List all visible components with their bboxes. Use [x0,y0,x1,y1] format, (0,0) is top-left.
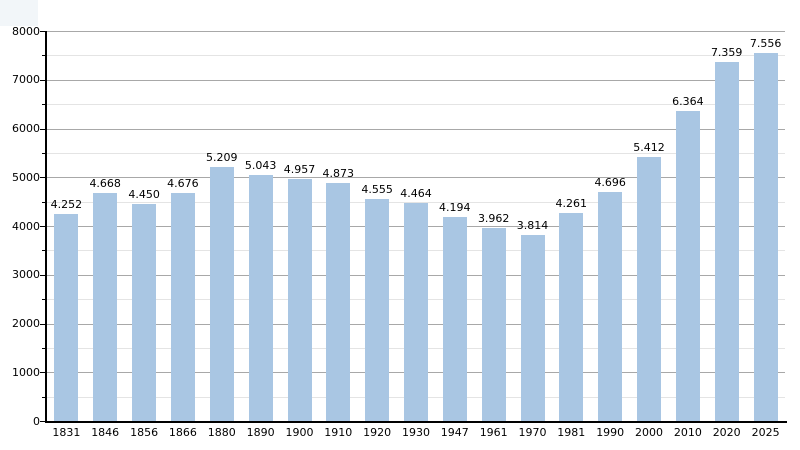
bar-value-label: 4.252 [50,197,83,211]
bar-value-label: 7.556 [749,36,782,50]
x-axis-tick-label: 1990 [596,426,625,439]
y-axis-tick-label: 1000 [12,365,40,379]
x-axis-tick-label: 1856 [130,426,159,439]
bar-value-label: 6.364 [672,94,704,108]
x-axis-tick-label: 1900 [285,426,314,439]
x-axis-tick-label: 1970 [518,426,547,439]
bar-1920 [365,198,390,421]
bar-value-label: 3.962 [477,211,510,225]
corner-swatch [0,0,38,26]
bar-value-label: 4.668 [89,177,121,191]
bar-2020 [714,62,739,421]
minor-gridline [47,201,785,203]
x-axis-tick-label: 2000 [634,426,663,439]
y-minor-tick [42,202,45,203]
y-major-tick [40,372,45,373]
bar-1961 [481,227,506,421]
major-gridline [47,176,785,178]
bar-value-label: 4.873 [322,167,355,181]
y-axis-tick-label: 0 [33,414,40,428]
bar-value-label: 4.676 [167,177,199,190]
x-axis-tick-label: 1920 [363,426,392,439]
bar-1866 [170,193,195,421]
x-axis-tick-label: 2020 [712,426,741,439]
y-major-tick [40,324,45,325]
bar-value-label: 5.412 [633,141,665,155]
bar-value-label: 5.209 [206,151,238,165]
x-axis-tick-label: 1846 [91,426,120,439]
y-minor-tick [42,299,45,300]
bar-value-label: 4.696 [594,176,626,190]
y-minor-tick [42,348,45,349]
y-major-tick [40,275,45,276]
y-major-tick [40,129,45,130]
bar-1856 [132,204,157,421]
bar-value-label: 4.261 [555,197,588,211]
y-axis-tick-label: 4000 [12,219,40,233]
bar-1930 [404,203,428,421]
major-gridline [47,128,785,130]
x-axis-tick-label: 1930 [401,426,430,439]
x-axis-tick-label: 2025 [751,426,780,439]
x-axis-line [45,421,787,423]
y-major-tick [40,421,45,422]
x-axis-tick-label: 1866 [168,426,197,439]
y-axis-tick-label: 2000 [12,317,40,330]
y-axis-line [45,31,47,423]
minor-gridline [47,54,785,56]
y-axis-tick-label: 8000 [12,24,40,38]
plot-area: 4.252 4.668 4.450 4.676 5.209 5.043 4.957 4.873… [47,30,785,421]
x-axis-tick-label: 1961 [479,426,508,439]
bar-value-label: 4.464 [400,187,432,201]
x-axis-tick-label: 1880 [207,426,236,439]
x-axis-tick-label: 2010 [673,426,702,439]
x-axis-tick-label: 1910 [324,426,353,439]
bar-1900 [287,179,312,421]
bar-2010 [675,110,700,421]
y-major-tick [40,226,45,227]
bar-1831 [54,213,79,421]
bar-1880 [209,167,234,421]
bar-1970 [520,235,545,421]
bar-2025 [753,52,778,421]
bar-1910 [326,183,351,421]
y-minor-tick [42,397,45,398]
bar-value-label: 7.359 [710,46,743,60]
major-gridline [47,30,785,32]
x-axis-tick-label: 1947 [440,426,469,439]
x-axis-tick-label: 1890 [246,426,275,439]
bar-value-label: 4.555 [361,182,393,196]
major-gridline [47,79,785,81]
bar-value-label: 4.194 [439,200,471,214]
x-axis-tick-label: 1981 [557,426,586,439]
y-minor-tick [42,104,45,105]
y-axis-tick-label: 6000 [12,122,40,135]
y-minor-tick [42,153,45,154]
bar-2000 [637,157,662,421]
bar-value-label: 5.043 [244,159,277,173]
bar-1981 [559,213,584,421]
bar-1846 [93,193,118,421]
x-axis-tick-label: 1831 [52,426,81,439]
y-major-tick [40,80,45,81]
y-axis-tick-label: 7000 [12,73,40,87]
minor-gridline [47,152,785,154]
minor-gridline [47,103,785,105]
bar-value-label: 4.957 [283,163,316,177]
y-major-tick [40,31,45,32]
bar-1947 [442,216,467,421]
bar-value-label: 3.814 [516,219,549,233]
bar-value-label: 4.450 [128,188,160,202]
y-axis-tick-label: 5000 [12,170,40,184]
bar-1990 [598,192,623,421]
y-major-tick [40,177,45,178]
y-minor-tick [42,250,45,251]
y-minor-tick [42,55,45,56]
y-axis-tick-label: 3000 [12,268,40,282]
bar-1890 [248,175,273,421]
